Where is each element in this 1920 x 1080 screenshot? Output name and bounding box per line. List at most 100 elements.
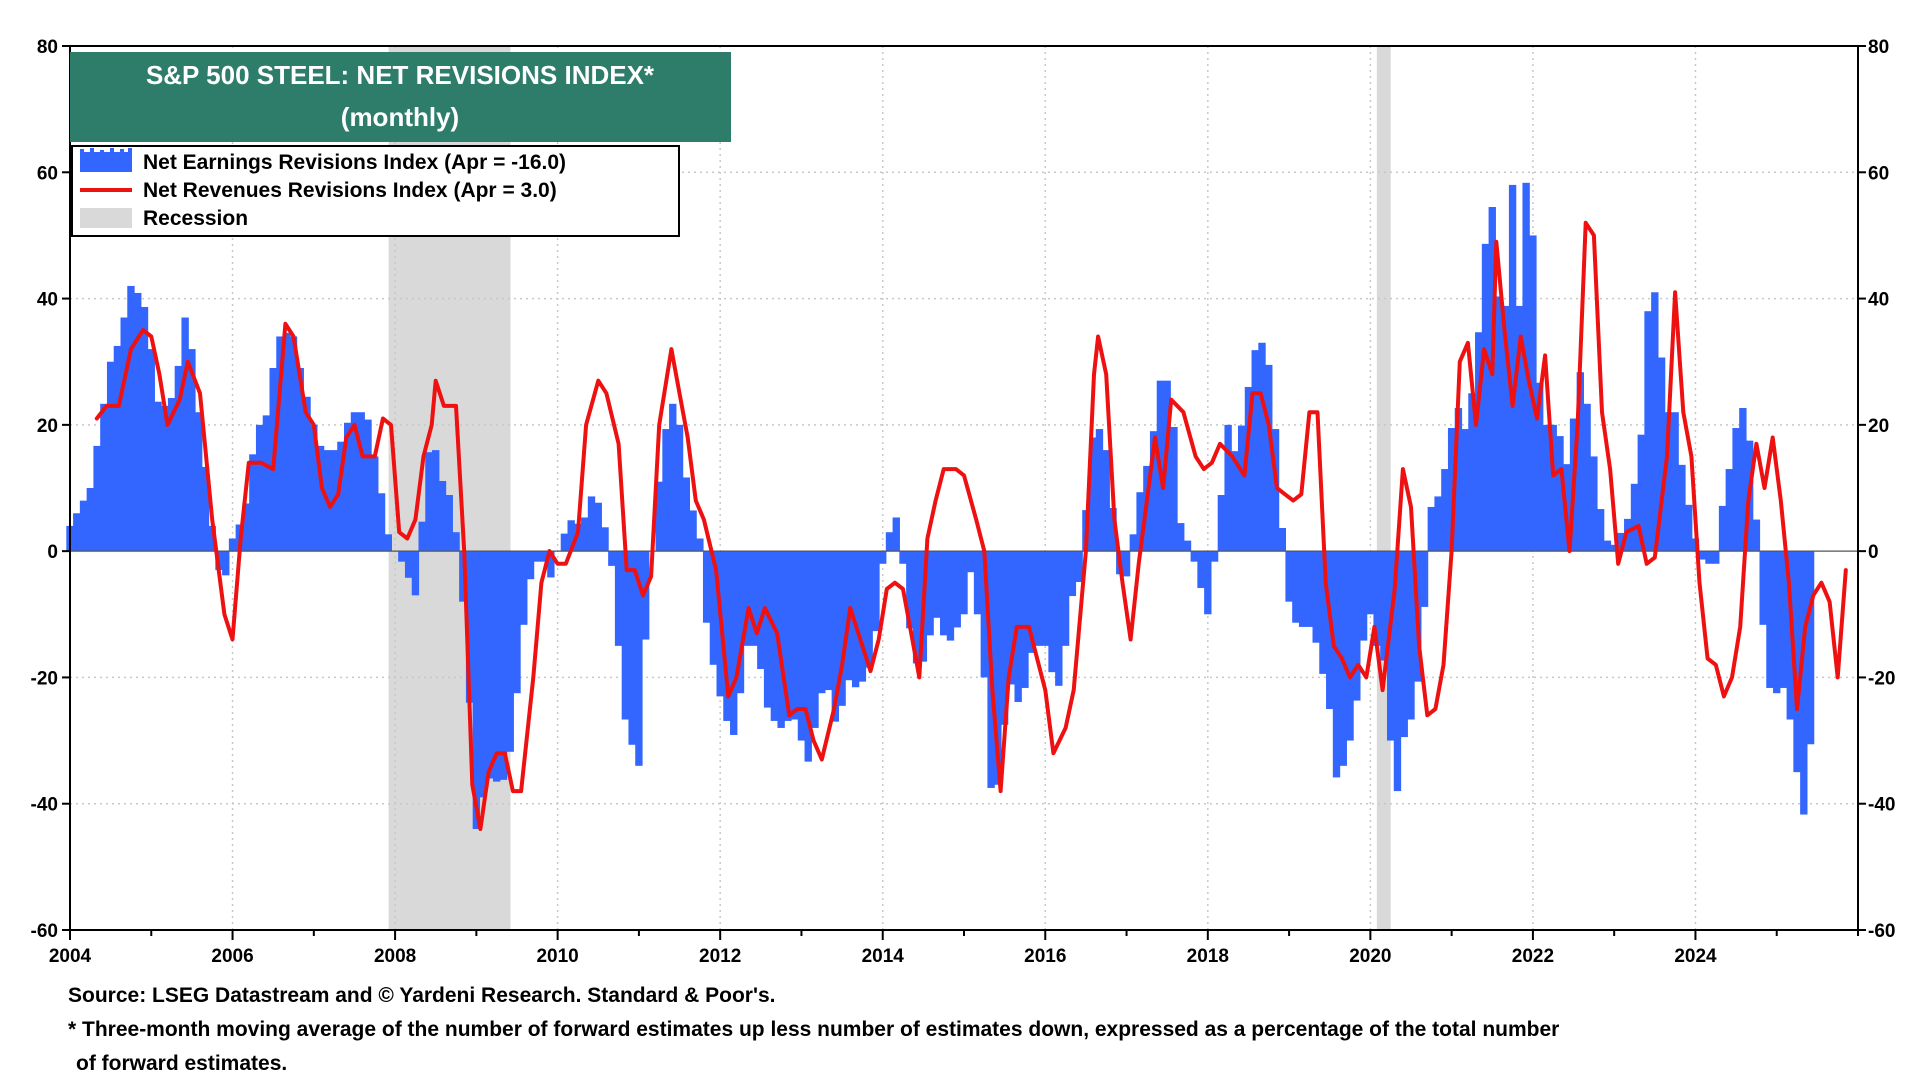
earnings-bar [106, 361, 115, 552]
y-tick-label-right: 40 [1868, 290, 1889, 311]
earnings-bar [953, 551, 961, 628]
earnings-bar [1576, 372, 1585, 552]
earnings-bar [818, 551, 826, 694]
earnings-bar [1596, 509, 1605, 552]
earnings-bar [696, 538, 704, 552]
earnings-bar [1224, 424, 1232, 552]
earnings-bar [418, 521, 426, 552]
earnings-bar [337, 441, 345, 552]
earnings-bar [134, 292, 142, 552]
earnings-bar [188, 349, 196, 552]
earnings-bar [1359, 551, 1368, 641]
earnings-bar [350, 412, 359, 552]
earnings-bar [628, 551, 636, 745]
earnings-bar [1244, 386, 1253, 552]
earnings-bar [743, 551, 751, 646]
earnings-bar [872, 551, 880, 632]
earnings-bar [1237, 425, 1246, 552]
earnings-bar [587, 496, 596, 552]
earnings-bar [763, 551, 772, 708]
x-tick-label: 2022 [1512, 946, 1554, 967]
earnings-bar [1373, 551, 1381, 646]
recession-band-1 [1376, 46, 1391, 930]
revenues-line [94, 220, 1848, 831]
x-tick-label: 2014 [862, 946, 905, 967]
earnings-bar [404, 551, 413, 578]
earnings-bar [885, 532, 894, 552]
earnings-bar [283, 332, 291, 552]
y-tick-label-right: 80 [1868, 37, 1889, 58]
earnings-bar [371, 456, 379, 552]
earnings-bar [1271, 429, 1280, 552]
earnings-bar [432, 450, 440, 552]
earnings-bar [1441, 469, 1449, 552]
earnings-bar [479, 551, 487, 798]
earnings-bar [1129, 534, 1138, 552]
earnings-bar [492, 551, 501, 782]
earnings-bar [127, 285, 135, 552]
earnings-bar [1258, 342, 1266, 552]
earnings-bar [1583, 403, 1591, 552]
y-tick-label-left: 0 [47, 542, 58, 563]
earnings-bar [154, 401, 162, 552]
y-tick-label-right: 0 [1868, 542, 1879, 563]
earnings-bar [1556, 436, 1564, 552]
earnings-bar [1468, 393, 1476, 552]
earnings-bar [675, 424, 684, 552]
earnings-bar [784, 551, 792, 721]
earnings-bar [811, 551, 819, 728]
earnings-bar [1393, 551, 1402, 792]
x-tick-label: 2016 [1024, 946, 1066, 967]
legend-label-revenues: Net Revenues Revisions Index (Apr = 3.0) [143, 179, 557, 202]
earnings-bar [608, 551, 616, 566]
earnings-bar [581, 517, 589, 552]
earnings-bar [1190, 551, 1198, 562]
earnings-bar [750, 551, 758, 646]
earnings-bar [1454, 408, 1463, 552]
earnings-bar [1312, 551, 1320, 643]
earnings-bar [1590, 456, 1598, 552]
y-tick-label-right: 60 [1868, 163, 1889, 184]
earnings-bar [174, 365, 183, 552]
earnings-bar [635, 551, 643, 766]
y-tick-label-left: 40 [37, 290, 58, 311]
x-tick-label: 2006 [211, 946, 253, 967]
earnings-bar [384, 534, 393, 552]
earnings-bar [147, 349, 155, 552]
earnings-bar [1698, 551, 1706, 560]
earnings-bar [1515, 305, 1524, 552]
earnings-bar [662, 429, 670, 552]
earnings-bar [1102, 450, 1110, 552]
earnings-bar [1434, 496, 1442, 552]
x-tick-label: 2008 [374, 946, 416, 967]
earnings-bar [262, 415, 271, 552]
earnings-bar [1420, 551, 1429, 607]
earnings-bar [194, 412, 203, 552]
earnings-bar [1109, 507, 1117, 552]
earnings-bar [594, 502, 602, 552]
earnings-bar [201, 466, 210, 552]
earnings-bar [899, 551, 907, 564]
earnings-bar [1251, 350, 1259, 552]
y-tick-label-right: -60 [1868, 921, 1895, 942]
earnings-bar [1495, 296, 1503, 552]
earnings-bar [804, 551, 812, 762]
earnings-bar [560, 533, 569, 552]
footnote-line-1: * Three-month moving average of the numb… [68, 1018, 1560, 1041]
y-axis-left: 80 60 40 20 0 -20 -40 -60 [31, 37, 70, 942]
earnings-bar [86, 488, 95, 552]
earnings-bar [1800, 551, 1808, 815]
x-tick-label: 2020 [1349, 946, 1391, 967]
earnings-bar [1197, 551, 1205, 588]
earnings-bar [79, 500, 88, 552]
earnings-bar [689, 510, 697, 552]
earnings-bar [1779, 551, 1788, 688]
earnings-bar [980, 551, 989, 678]
earnings-bar [994, 551, 1002, 785]
earnings-bar [770, 551, 779, 721]
earnings-bar [1400, 551, 1408, 738]
earnings-bar [730, 551, 738, 735]
earnings-bar [973, 551, 982, 615]
earnings-bar [1075, 551, 1083, 583]
